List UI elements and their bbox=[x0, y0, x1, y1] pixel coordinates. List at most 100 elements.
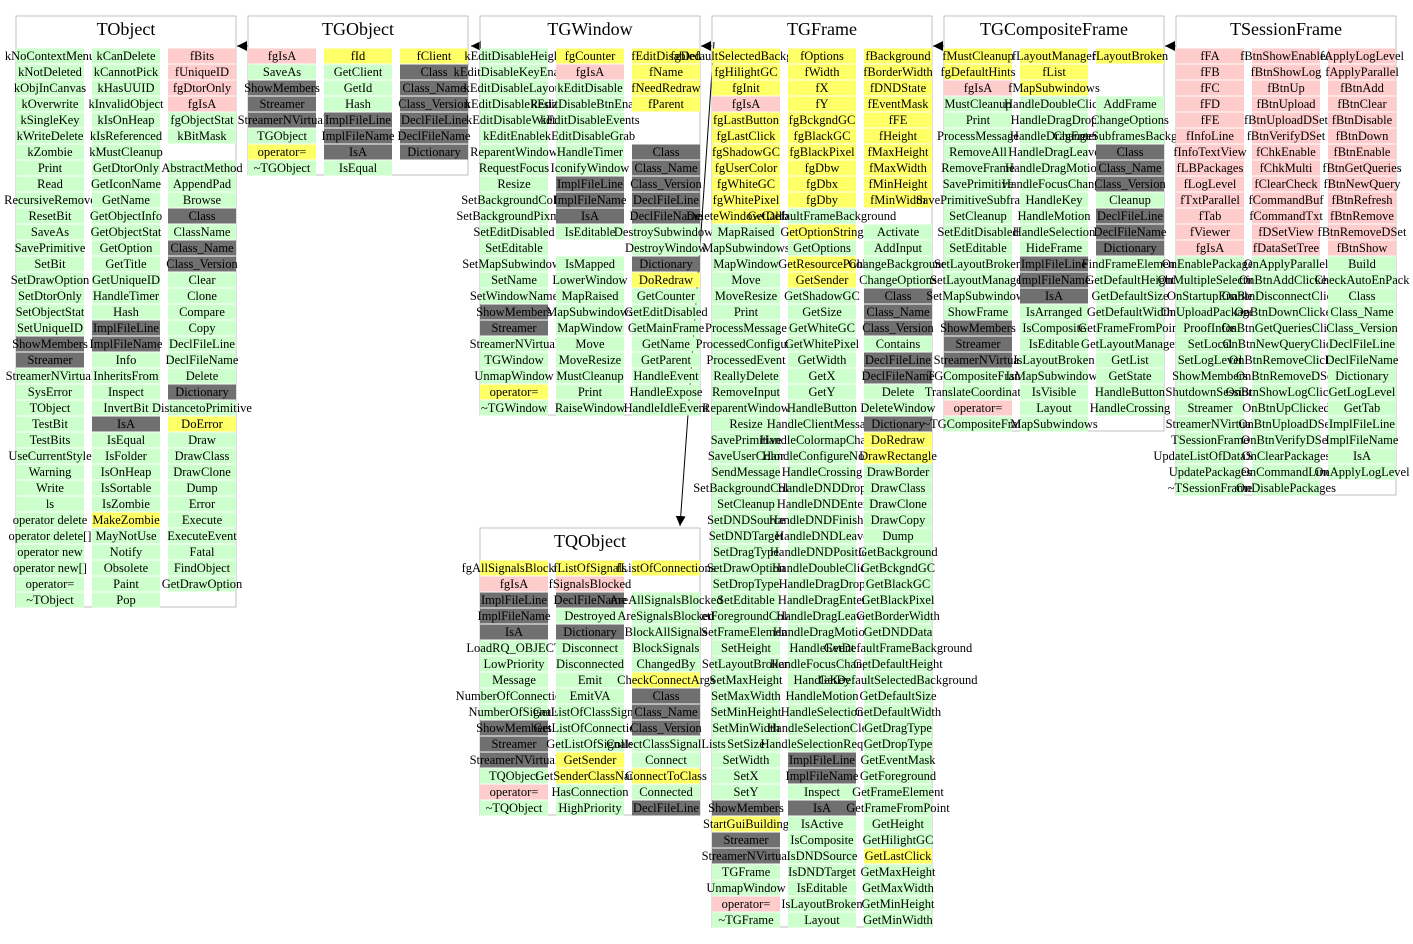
member-label: SavePrimitive bbox=[15, 241, 86, 255]
member-label: SetDragType bbox=[713, 545, 779, 559]
member-label: Clear bbox=[188, 273, 216, 287]
member-cell bbox=[168, 176, 236, 192]
member-label: GetTab bbox=[1344, 401, 1381, 415]
member-cell bbox=[788, 192, 856, 208]
member-label: OnDisablePackages bbox=[1236, 481, 1336, 495]
member-label: SetMaxHeight bbox=[710, 673, 783, 687]
member-label: GetObjectInfo bbox=[90, 209, 162, 223]
member-label: ShowFrame bbox=[948, 305, 1009, 319]
member-label: SetEditable bbox=[949, 241, 1007, 255]
member-label: Hash bbox=[113, 305, 139, 319]
member-cell bbox=[712, 480, 780, 496]
member-cell bbox=[16, 208, 84, 224]
member-label: kCanDelete bbox=[96, 49, 155, 63]
member-cell bbox=[712, 656, 780, 672]
member-cell bbox=[864, 736, 932, 752]
member-cell bbox=[556, 720, 624, 736]
member-label: HandleIdleEvent bbox=[624, 401, 709, 415]
member-cell bbox=[1252, 272, 1320, 288]
member-label: DeclFileName bbox=[1326, 353, 1399, 367]
member-cell bbox=[944, 96, 1012, 112]
member-label: operator new bbox=[17, 545, 83, 559]
member-cell bbox=[168, 304, 236, 320]
member-cell bbox=[788, 288, 856, 304]
member-cell bbox=[480, 144, 548, 160]
member-cell bbox=[1252, 384, 1320, 400]
member-cell bbox=[16, 224, 84, 240]
member-label: GetForeground bbox=[860, 769, 937, 783]
member-cell bbox=[788, 576, 856, 592]
member-cell bbox=[864, 656, 932, 672]
member-label: Dictionary bbox=[1103, 241, 1157, 255]
member-cell bbox=[1176, 192, 1244, 208]
member-label: SetName bbox=[491, 273, 537, 287]
member-cell bbox=[92, 192, 160, 208]
member-label: MapWindow bbox=[557, 321, 622, 335]
member-cell bbox=[1252, 320, 1320, 336]
member-cell bbox=[16, 80, 84, 96]
member-label: SetMaxWidth bbox=[711, 689, 781, 703]
member-cell bbox=[1328, 464, 1396, 480]
member-cell bbox=[16, 144, 84, 160]
member-cell bbox=[1252, 176, 1320, 192]
member-label: kEditDisableWidth bbox=[466, 113, 563, 127]
member-cell bbox=[788, 528, 856, 544]
member-cell bbox=[864, 48, 932, 64]
member-label: kEditDisableKeyEnable bbox=[454, 65, 575, 79]
member-label: Delete bbox=[186, 369, 219, 383]
member-label: HandleEvent bbox=[633, 369, 699, 383]
member-cell bbox=[712, 304, 780, 320]
class-node: TGObject fgIsA SaveAs ShowMembers Streamer St… bbox=[238, 15, 471, 176]
member-cell bbox=[16, 592, 84, 608]
member-cell bbox=[712, 288, 780, 304]
member-label: operator= bbox=[490, 785, 539, 799]
member-cell bbox=[92, 288, 160, 304]
member-cell bbox=[632, 784, 700, 800]
member-label: Print bbox=[578, 385, 603, 399]
member-label: DeclFileLine bbox=[633, 193, 699, 207]
member-label: Print bbox=[966, 113, 991, 127]
member-cell bbox=[92, 320, 160, 336]
member-label: Class_Name bbox=[634, 705, 698, 719]
member-label: fTab bbox=[1199, 209, 1222, 223]
member-cell bbox=[864, 384, 932, 400]
member-label: GetShadowGC bbox=[784, 289, 860, 303]
member-label: Class bbox=[420, 65, 447, 79]
member-cell bbox=[788, 640, 856, 656]
member-label: kCannotPick bbox=[94, 65, 159, 79]
member-label: MapWindow bbox=[713, 257, 778, 271]
member-label: Notify bbox=[110, 545, 143, 559]
member-cell bbox=[400, 144, 468, 160]
member-label: GetUniqueID bbox=[92, 273, 160, 287]
member-label: GetDropType bbox=[864, 737, 933, 751]
member-label: ImplFileLine bbox=[1021, 257, 1087, 271]
member-cell bbox=[168, 464, 236, 480]
member-cell bbox=[788, 240, 856, 256]
member-label: Print bbox=[734, 305, 759, 319]
member-label: OnMultipleSelection bbox=[1158, 273, 1264, 287]
class-title: TObject bbox=[97, 19, 156, 39]
member-cell bbox=[632, 400, 700, 416]
member-label: MapSubwindows bbox=[1010, 417, 1098, 431]
member-cell bbox=[944, 304, 1012, 320]
member-cell bbox=[1328, 128, 1396, 144]
member-label: fChkMulti bbox=[1260, 161, 1313, 175]
member-label: SetMinHeight bbox=[711, 705, 782, 719]
member-label: GetFrameFromPoint bbox=[1078, 321, 1182, 335]
member-cell bbox=[1252, 240, 1320, 256]
member-cell bbox=[788, 400, 856, 416]
member-cell bbox=[1020, 320, 1088, 336]
member-label: AbstractMethod bbox=[161, 161, 243, 175]
member-label: Resize bbox=[729, 417, 763, 431]
member-label: kSingleKey bbox=[20, 113, 80, 127]
member-cell bbox=[944, 112, 1012, 128]
member-label: RequestFocus bbox=[479, 161, 549, 175]
member-cell bbox=[632, 48, 700, 64]
member-cell bbox=[92, 352, 160, 368]
member-cell bbox=[16, 560, 84, 576]
member-label: Class_Name bbox=[1330, 305, 1394, 319]
member-label: GetMinWidth bbox=[863, 913, 933, 927]
member-label: IsA bbox=[813, 801, 831, 815]
member-cell bbox=[632, 656, 700, 672]
member-label: OnBtnDownClicked bbox=[1235, 305, 1339, 319]
